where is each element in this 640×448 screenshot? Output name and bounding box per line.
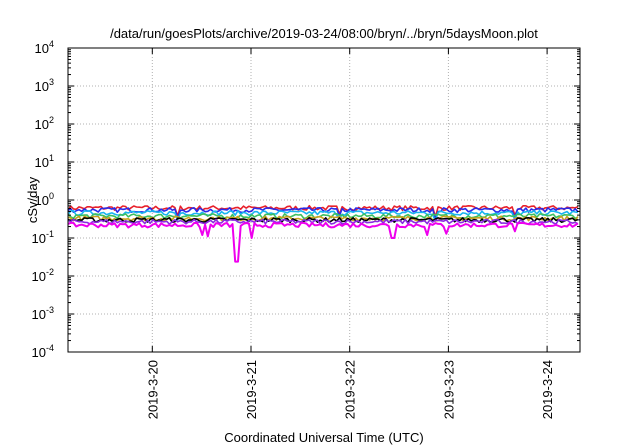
y-tick-label: 102 — [35, 115, 54, 132]
y-tick-label: 101 — [35, 153, 54, 170]
y-tick-label: 10-4 — [32, 343, 54, 360]
x-axis-label: Coordinated Universal Time (UTC) — [224, 430, 423, 445]
series-line-3 — [67, 209, 579, 222]
chart-title: /data/run/goesPlots/archive/2019-03-24/0… — [110, 26, 538, 41]
y-tick-label: 104 — [35, 39, 54, 56]
x-tick-label: 2019-3-24 — [540, 360, 555, 419]
y-tick-label: 100 — [35, 191, 54, 208]
x-tick-label: 2019-3-20 — [145, 360, 160, 419]
series-line-7 — [67, 218, 579, 225]
y-axis-label: cSv/day — [25, 176, 40, 223]
y-tick-label: 10-1 — [32, 229, 54, 246]
y-tick-label: 10-3 — [32, 305, 54, 322]
x-tick-label: 2019-3-21 — [244, 360, 259, 419]
y-tick-label: 10-2 — [32, 267, 54, 284]
x-tick-label: 2019-3-23 — [441, 360, 456, 419]
series-line-8 — [67, 221, 579, 263]
x-axis: 2019-3-20 2019-3-21 2019-3-22 2019-3-23 2019… — [145, 48, 555, 419]
series-layer — [67, 204, 579, 263]
y-tick-label: 103 — [35, 77, 54, 94]
series-line-1 — [67, 204, 579, 218]
plot-frame — [67, 47, 581, 353]
grid — [68, 48, 580, 352]
x-tick-label: 2019-3-22 — [343, 360, 358, 419]
